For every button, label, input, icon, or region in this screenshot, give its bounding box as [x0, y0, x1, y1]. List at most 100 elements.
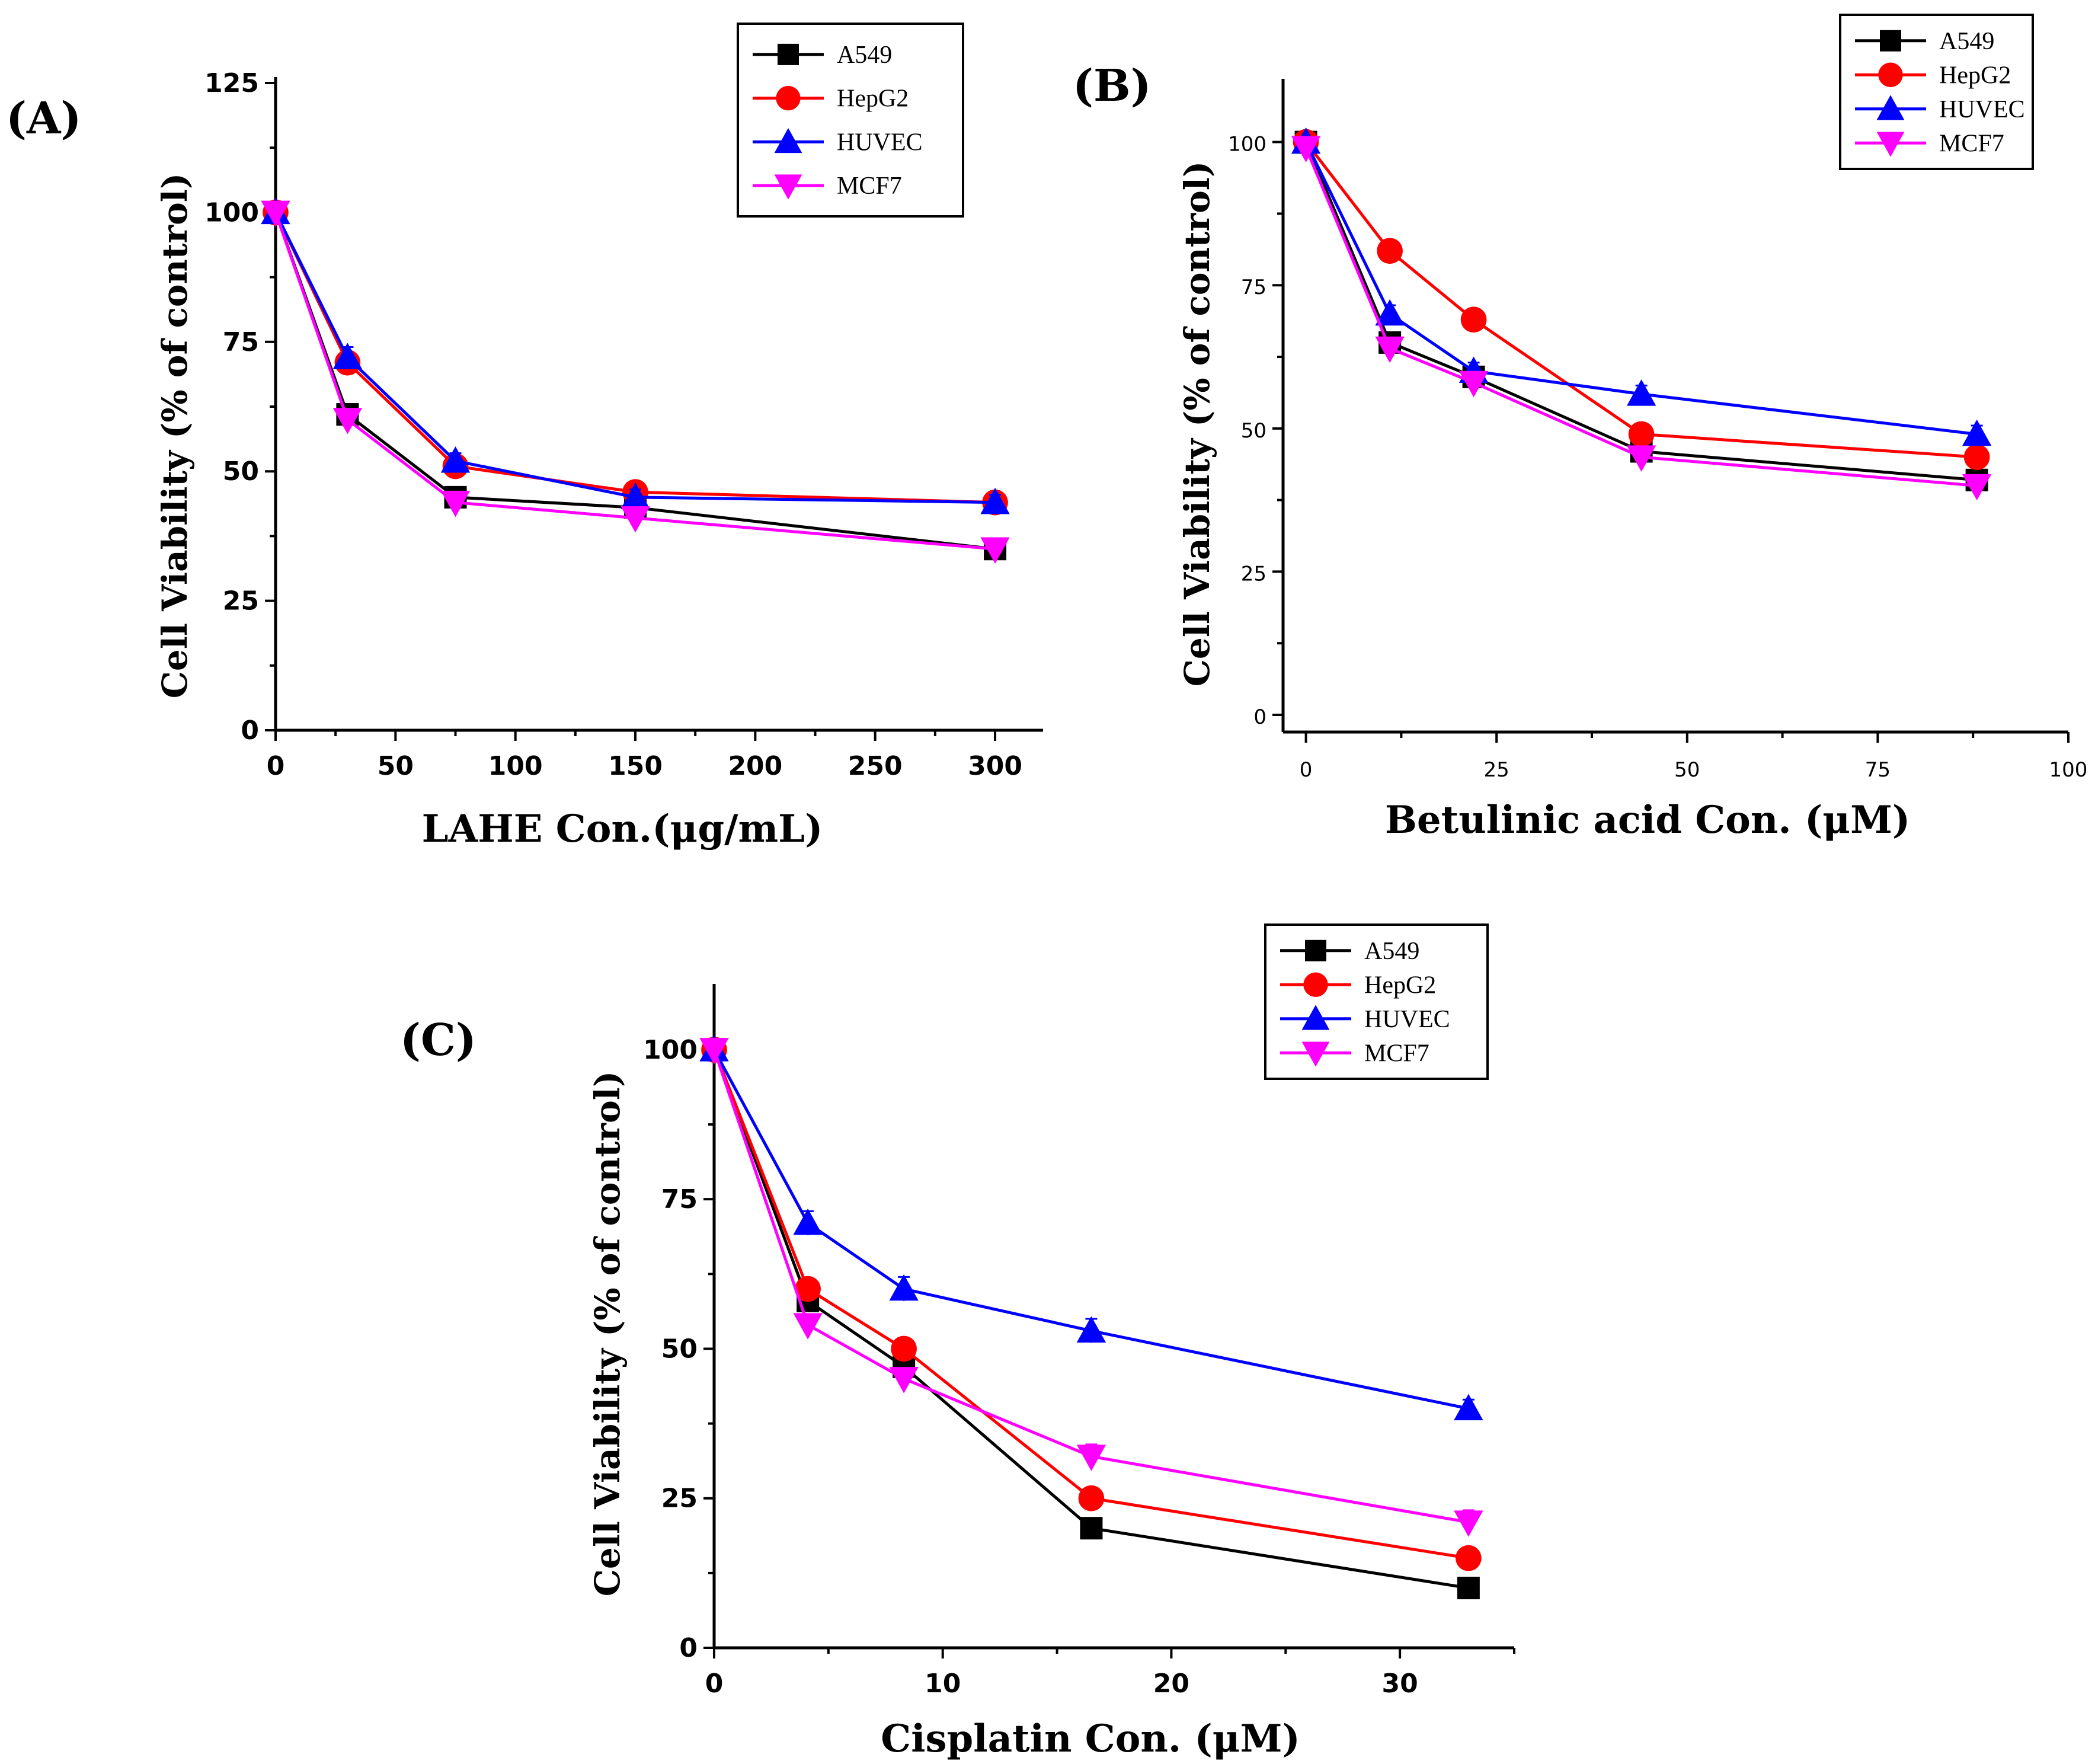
panel-c-point-mcf7 [1454, 1510, 1483, 1537]
panel-c-line-hepg2 [712, 1049, 1469, 1560]
panel-c-point-mcf7 [793, 1313, 823, 1340]
panel-a-series-huvec [261, 197, 1010, 514]
panel-a-x-tick-label: 250 [848, 751, 903, 781]
panel-c-legend-marker-huvec [1301, 1005, 1330, 1030]
panel-b-y-tick-label: 100 [1228, 133, 1266, 156]
panel-b-legend-marker-a549 [1880, 30, 1901, 52]
panel-a-point-mcf7 [332, 408, 363, 434]
panel-b-y-tick-label: 50 [1241, 419, 1266, 443]
panel-b-x-tick-label: 50 [1674, 758, 1700, 782]
panel-b-point-hepg2 [1628, 421, 1655, 448]
panel-c-legend-marker-mcf7 [1301, 1041, 1330, 1067]
panel-a-legend: A549 HepG2 HUVEC MCF7 [737, 23, 964, 218]
panel-c-x-tick-label: 20 [1153, 1669, 1189, 1699]
panel-a-point-mcf7 [261, 200, 290, 228]
panel-c-point-mcf7 [699, 1038, 729, 1065]
panel-a-legend-marker-huvec [774, 127, 802, 154]
panel-c-point-huvec [793, 1208, 823, 1235]
panel-b-y-tick-label: 25 [1241, 562, 1266, 586]
panel-a-legend-label-mcf7: MCF7 [837, 172, 902, 200]
panel-b-point-hepg2 [1377, 238, 1403, 264]
panel-c-legend-label-a549: A549 [1364, 938, 1419, 965]
panel-b-line-hepg2 [1304, 141, 1977, 459]
panel-a: (A) 0 50 100 150 200 250 300 0 25 50 75 100 125 LAHE… [6, 23, 1043, 851]
panel-a-y-tick-label: 125 [204, 68, 259, 98]
panel-c-point-mcf7 [1076, 1445, 1106, 1471]
panel-a-y-tick-label: 0 [241, 715, 259, 746]
panel-b-point-huvec [1375, 299, 1405, 326]
panel-b-x-axis-title: Betulinic acid Con. (μM) [1385, 798, 1910, 842]
panel-b-legend-label-a549: A549 [1939, 28, 1994, 55]
panel-a-point-huvec [980, 487, 1010, 514]
panel-a-legend-marker-a549 [778, 43, 799, 65]
panel-c-point-hepg2 [1456, 1545, 1482, 1571]
panel-b-x-tick-label: 100 [2049, 758, 2088, 782]
panel-c-line-huvec [712, 1049, 1469, 1410]
panel-c-y-tick-label: 75 [661, 1184, 698, 1215]
panel-a-line-hepg2 [274, 212, 996, 504]
panel-c-legend-label-hepg2: HepG2 [1364, 972, 1436, 999]
panel-c-y-tick-label: 50 [661, 1334, 698, 1364]
panel-c-x-tick-label: 30 [1382, 1669, 1418, 1699]
panel-a-legend-label-huvec: HUVEC [837, 129, 923, 156]
panel-c-x-tick-label: 10 [925, 1669, 961, 1699]
panel-c-y-axis-title: Cell Viability (% of control) [587, 1071, 628, 1597]
panel-b-point-huvec [1962, 419, 1992, 446]
panel-b-point-huvec [1626, 379, 1656, 406]
panel-c-x-axis-title: Cisplatin Con. (μM) [881, 1717, 1300, 1761]
panel-a-x-tick-label: 0 [267, 751, 285, 781]
panel-c-series-huvec [699, 1035, 1483, 1421]
panel-a-series-hepg2 [263, 199, 1008, 516]
panel-c-series-mcf7 [699, 1038, 1483, 1537]
panel-b-legend-marker-mcf7 [1876, 132, 1905, 157]
panel-a-label: (A) [6, 93, 81, 144]
panel-b-x-tick-label: 25 [1484, 758, 1509, 782]
panel-a-x-tick-label: 300 [968, 751, 1022, 781]
panel-b-label: (B) [1073, 60, 1152, 111]
panel-b-legend-label-mcf7: MCF7 [1939, 130, 2004, 157]
panel-a-y-tick-label: 50 [223, 456, 259, 487]
panel-c: (C) 0 10 20 30 0 25 50 75 100 Cisplatin Con. (μM… [400, 923, 1515, 1761]
panel-a-point-mcf7 [440, 490, 471, 517]
panel-c-y-tick-label: 25 [661, 1484, 698, 1514]
panel-a-series-mcf7 [261, 200, 1010, 564]
panel-b-point-mcf7 [1626, 445, 1656, 472]
panel-b-y-tick-label: 75 [1241, 276, 1266, 299]
panel-a-y-tick-label: 75 [223, 327, 259, 357]
panel-b-series-huvec [1291, 127, 1992, 446]
panel-a-y-tick-label: 100 [204, 197, 259, 228]
panel-a-x-axis-title: LAHE Con.(μg/mL) [422, 807, 823, 851]
panel-b-point-hepg2 [1963, 444, 1990, 470]
panel-b-point-hepg2 [1460, 306, 1487, 333]
panel-a-x-tick-label: 100 [488, 751, 543, 781]
panel-b-legend: A549 HepG2 HUVEC MCF7 [1839, 14, 2034, 170]
panel-b-legend-label-hepg2: HepG2 [1939, 62, 2011, 89]
panel-b-point-mcf7 [1375, 336, 1405, 363]
panel-b-legend-marker-huvec [1876, 95, 1905, 120]
panel-a-point-huvec [620, 482, 650, 509]
panel-a-legend-label-a549: A549 [837, 41, 892, 69]
panel-a-point-huvec [440, 446, 471, 473]
panel-c-legend-marker-a549 [1305, 939, 1326, 961]
panel-b-x-tick-label: 0 [1300, 758, 1313, 782]
panel-a-point-mcf7 [620, 506, 650, 533]
panel-b-series-hepg2 [1293, 129, 1990, 470]
panel-c-point-hepg2 [1078, 1485, 1105, 1511]
panel-a-legend-marker-hepg2 [776, 85, 801, 111]
panel-b-legend-label-huvec: HUVEC [1939, 96, 2025, 123]
panel-b-x-tick-label: 75 [1865, 758, 1891, 782]
panel-b-point-mcf7 [1458, 370, 1489, 398]
panel-b-legend-marker-hepg2 [1878, 62, 1903, 87]
panel-b-y-axis-title: Cell Viability (% of control) [1177, 161, 1217, 687]
panel-b-series-mcf7 [1291, 136, 1992, 501]
panel-c-label: (C) [400, 1015, 476, 1066]
panel-c-y-tick-label: 100 [643, 1035, 698, 1065]
panel-c-point-hepg2 [891, 1335, 917, 1362]
panel-a-legend-label-hepg2: HepG2 [837, 85, 909, 113]
panel-a-legend-marker-mcf7 [774, 174, 802, 200]
panel-a-point-huvec [332, 343, 363, 369]
panel-a-y-tick-label: 25 [223, 586, 259, 616]
panel-b: (B) 0 25 50 75 100 0 25 50 75 100 Betulinic acid … [1073, 14, 2088, 842]
panel-a-x-tick-label: 200 [728, 751, 782, 781]
